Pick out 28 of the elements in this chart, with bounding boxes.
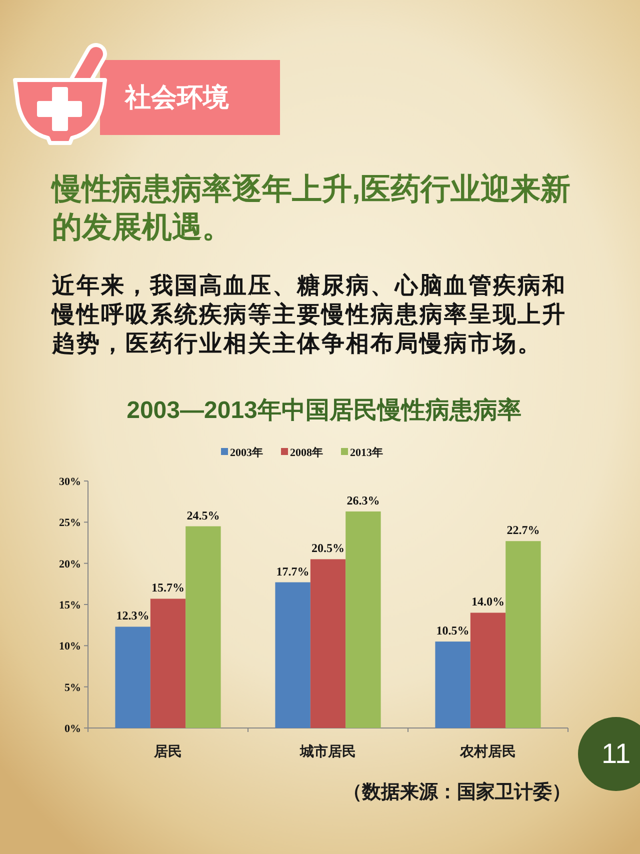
data-label: 10.5% bbox=[436, 624, 470, 638]
y-tick-label: 30% bbox=[59, 476, 81, 488]
data-label: 26.3% bbox=[346, 493, 380, 508]
data-label: 15.7% bbox=[152, 580, 184, 595]
data-label: 14.0% bbox=[472, 594, 504, 609]
legend-label: 2008年 bbox=[290, 446, 323, 459]
x-tick-label: 居民 bbox=[153, 743, 182, 759]
text: （数据来源：国家卫计委） bbox=[342, 780, 572, 805]
data-label: 17.7% bbox=[276, 564, 310, 578]
x-tick-label: 农村居民 bbox=[459, 743, 516, 759]
text: 社会环境 bbox=[100, 60, 280, 135]
y-tick-label: 10% bbox=[59, 640, 81, 653]
y-tick-label: 25% bbox=[59, 517, 81, 530]
chart-title: 2003—2013年中国居民慢性病患病率 bbox=[126, 397, 522, 424]
text: 11 bbox=[578, 717, 640, 791]
y-tick-label: 15% bbox=[59, 600, 81, 612]
data-label: 24.5% bbox=[186, 508, 220, 522]
data-label: 12.3% bbox=[116, 608, 150, 623]
text: 近年来，我国高血压、糖尿病、心脑血管疾病和慢性呼吸系统疾病等主要慢性病患病率呈现上升趋势，医药行业相关主体争相布局慢病市场。 bbox=[52, 271, 568, 358]
x-tick-label: 城市居民 bbox=[299, 743, 356, 759]
data-label: 20.5% bbox=[312, 541, 344, 556]
text: 慢性病患病率逐年上升,医药行业迎来新的发展机遇。 bbox=[52, 172, 572, 246]
legend-label: 2003年 bbox=[230, 446, 263, 459]
y-tick-label: 5% bbox=[64, 682, 81, 694]
y-tick-label: 20% bbox=[59, 558, 81, 570]
legend-label: 2013年 bbox=[350, 446, 383, 459]
y-tick-label: 0% bbox=[64, 723, 81, 735]
data-label: 22.7% bbox=[506, 523, 540, 538]
